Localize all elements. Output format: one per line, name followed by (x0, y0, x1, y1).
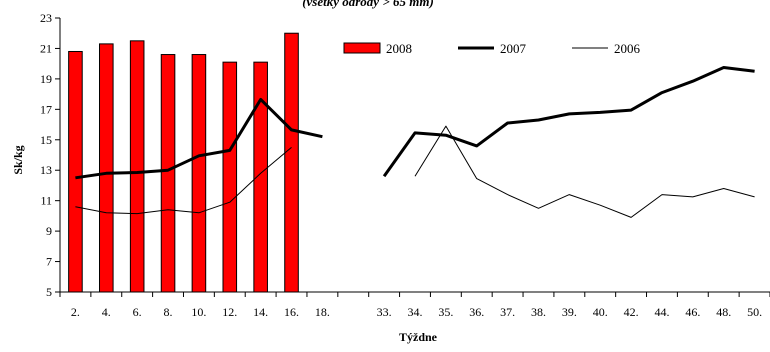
x-tick-label-8: 18. (315, 305, 330, 319)
y-tick-label-19: 19 (40, 72, 52, 86)
x-tick-label-0: 2. (71, 305, 80, 319)
x-tick-label-12: 35. (438, 305, 453, 319)
x-tick-label-7: 16. (284, 305, 299, 319)
y-axis-title: Sk/kg (11, 145, 25, 174)
x-tick-label-15: 38. (531, 305, 546, 319)
line-2007-segment-0 (75, 97, 323, 180)
bar-2008-4 (191, 54, 207, 293)
x-tick-label-2: 6. (133, 305, 142, 319)
x-tick-label-4: 10. (191, 305, 206, 319)
x-tick-label-14: 37. (500, 305, 515, 319)
bar-2008-3 (160, 54, 176, 293)
bar-2008-2 (129, 40, 145, 293)
legend-label-2007: 2007 (500, 41, 527, 56)
y-tick-label-17: 17 (40, 102, 52, 116)
y-tick-label-5: 5 (46, 285, 52, 299)
x-axis-title: Týždne (399, 330, 438, 344)
bar-2008-5 (222, 61, 238, 293)
bar-2008-7 (284, 32, 299, 293)
x-tick-label-18: 42. (624, 305, 639, 319)
x-tick-label-22: 50. (747, 305, 762, 319)
y-tick-label-13: 13 (40, 163, 52, 177)
line-2006-segment-0 (75, 147, 292, 215)
legend-label-2008: 2008 (386, 41, 412, 56)
x-tick-label-16: 39. (562, 305, 577, 319)
y-tick-label-15: 15 (40, 133, 52, 147)
x-tick-label-1: 4. (102, 305, 111, 319)
line-2006-segment-1 (414, 125, 755, 218)
bar-2008-0 (68, 50, 83, 293)
x-tick-label-5: 12. (222, 305, 237, 319)
x-tick-label-19: 44. (654, 305, 669, 319)
bar-2008-6 (253, 61, 268, 293)
x-tick-label-20: 46. (685, 305, 700, 319)
y-tick-label-9: 9 (46, 224, 52, 238)
line-2007-segment-1 (382, 66, 755, 178)
x-tick-label-10: 33. (377, 305, 392, 319)
bar-2008-1 (99, 43, 114, 293)
y-tick-label-23: 23 (40, 11, 52, 25)
chart-subtitle: (všetky odrody > 65 mm) (302, 0, 434, 9)
legend-swatch-2008 (343, 42, 381, 54)
x-tick-label-21: 48. (716, 305, 731, 319)
x-tick-label-17: 40. (593, 305, 608, 319)
y-tick-label-21: 21 (40, 41, 52, 55)
x-tick-label-6: 14. (253, 305, 268, 319)
x-tick-label-13: 36. (469, 305, 484, 319)
y-tick-label-7: 7 (46, 255, 52, 269)
legend-label-2006: 2006 (614, 41, 641, 56)
x-tick-label-3: 8. (164, 305, 173, 319)
x-tick-label-11: 34. (408, 305, 423, 319)
y-tick-label-11: 11 (40, 194, 52, 208)
